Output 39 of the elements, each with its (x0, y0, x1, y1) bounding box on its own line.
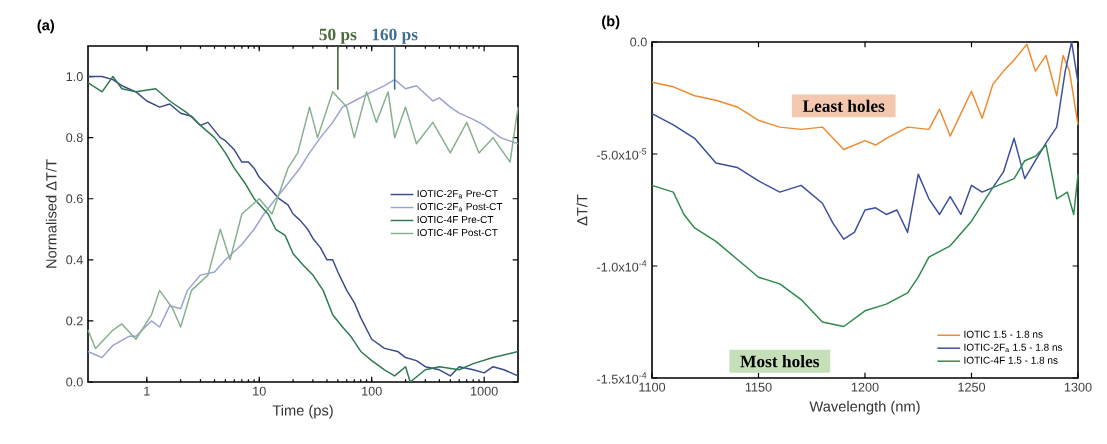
y-axis-title: Normalised ΔT/T (45, 159, 57, 268)
y-tick-label: 0.4 (66, 255, 83, 265)
y-tick-label: 0.2 (66, 316, 83, 326)
x-tick-label: 1150 (745, 382, 772, 392)
y-tick-label: 0.8 (66, 133, 83, 143)
y-tick-label: -5.0x10$^{-5}$ (597, 148, 647, 160)
x-tick-label: 1100 (639, 382, 666, 392)
legend-label: IOTIC-2F$_{a}$ Post-CT (417, 203, 503, 212)
x-tick-label: 100 (362, 386, 382, 396)
y-axis-title: ΔT/T (576, 194, 588, 226)
ref-line-label: 160 ps (372, 28, 418, 44)
x-tick-label: 1250 (958, 382, 986, 392)
chart-title: (a) (37, 19, 55, 34)
legend-label: IOTIC-4F Pre-CT (417, 216, 494, 224)
legend-label: IOTIC-2F$_{a}$ 1.5 - 1.8 ns (964, 343, 1063, 353)
x-tick-label: 1 (144, 386, 150, 396)
y-tick-label: -1.0x10$^{-4}$ (597, 260, 647, 272)
line-series (651, 41, 1079, 240)
y-tick-label: 0.0 (66, 377, 83, 387)
ref-line-label: 50 ps (319, 28, 357, 44)
legend-label: IOTIC-4F 1.5 - 1.8 ns (964, 356, 1058, 364)
y-tick-label: 0.0 (630, 37, 647, 47)
chart-title: (b) (602, 15, 620, 30)
x-tick-label: 1300 (1064, 382, 1092, 392)
legend-label: IOTIC 1.5 - 1.8 ns (964, 330, 1043, 338)
y-tick-label: 0.6 (66, 194, 83, 204)
x-axis-title: Time (ps) (272, 404, 333, 419)
x-tick-label: 1200 (851, 382, 879, 392)
annotation: Most holes (740, 355, 820, 368)
legend-label: IOTIC-2F$_{a}$ Pre-CT (417, 190, 498, 199)
y-tick-label: -1.5x10$^{-4}$ (597, 372, 647, 384)
legend-label: IOTIC-4F Post-CT (417, 228, 498, 237)
x-tick-label: 1000 (471, 386, 498, 396)
x-tick-label: 10 (253, 386, 266, 396)
x-axis-title: Wavelength (nm) (809, 400, 920, 415)
y-tick-label: 1.0 (66, 72, 83, 82)
line-series (651, 43, 1079, 151)
annotation: Least holes (802, 99, 885, 112)
line-series (651, 144, 1079, 328)
